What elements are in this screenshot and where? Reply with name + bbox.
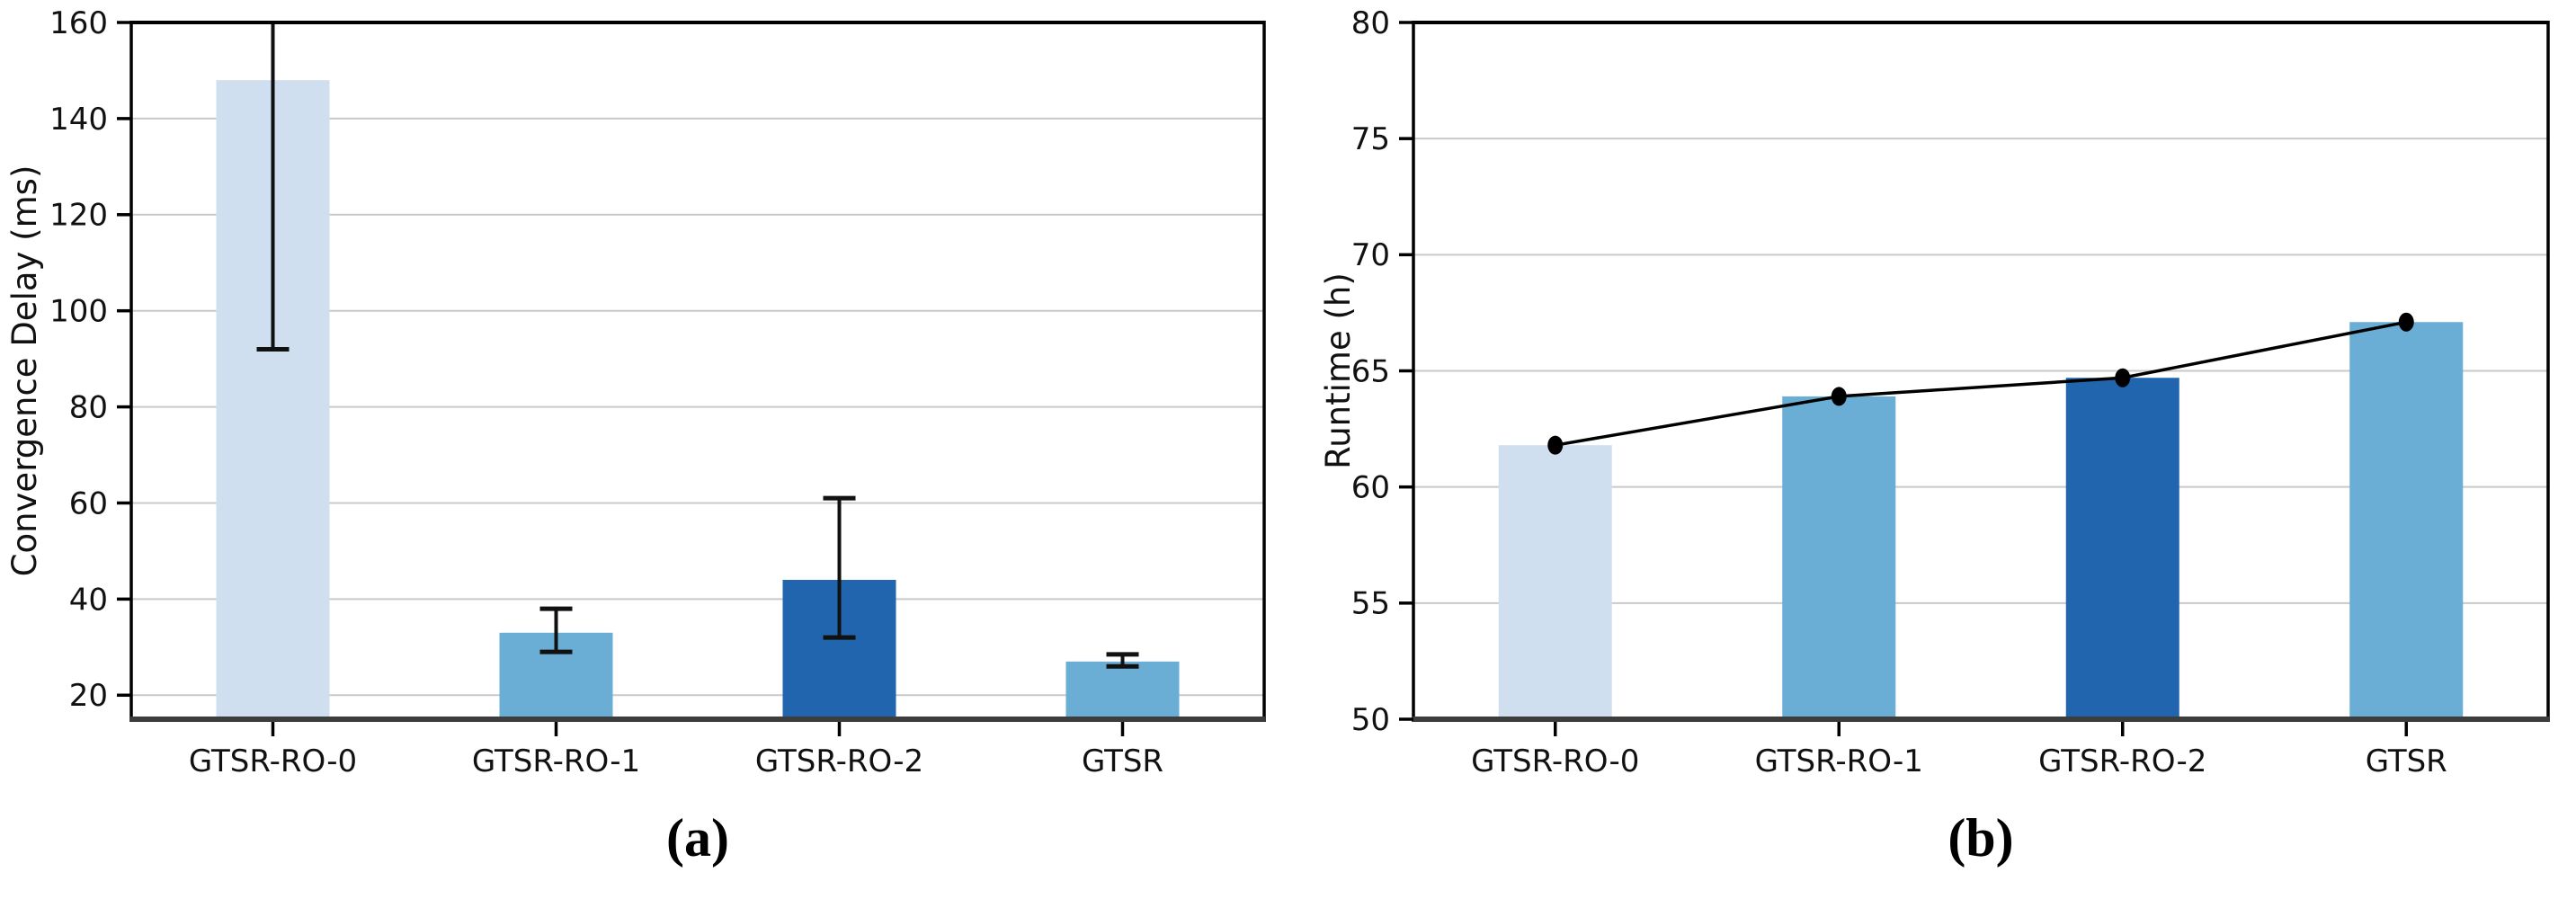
y-axis-label: Runtime (h) (1319, 272, 1358, 469)
runtime-chart: 50 55 60 65 70 75 80 GTSR-RO-0 GTSR-RO-1 GTSR-RO-… (1319, 5, 2550, 779)
y-tick-label: 80 (69, 389, 108, 425)
y-tick-label: 60 (1351, 470, 1390, 506)
trend-marker (2115, 368, 2131, 387)
trend-marker (2398, 312, 2414, 332)
y-tick-label: 70 (1351, 237, 1390, 273)
x-category-label: GTSR-RO-2 (2038, 743, 2206, 779)
panel-b-caption: (b) (1948, 808, 2014, 868)
y-tick-label: 65 (1351, 353, 1390, 389)
y-tick-label: 55 (1351, 586, 1390, 622)
x-category-label: GTSR (1082, 743, 1163, 779)
y-tick-label: 120 (49, 198, 108, 234)
y-tick-label: 60 (69, 485, 108, 521)
x-category-label: GTSR-RO-2 (755, 743, 923, 779)
x-category-label: GTSR-RO-1 (472, 743, 640, 779)
trend-line (1555, 320, 2407, 447)
y-tick-label: 160 (49, 5, 108, 41)
y-tick-label: 140 (49, 102, 108, 138)
y-tick-label: 20 (69, 678, 108, 714)
trend-marker (1831, 387, 1847, 406)
bar-GTSR-RO-1 (1782, 396, 1896, 719)
bar-GTSR-RO-0 (1498, 445, 1612, 719)
trend-marker (1547, 435, 1564, 455)
x-category-label: GTSR-RO-0 (189, 743, 357, 779)
bar-GTSR (1065, 661, 1180, 719)
panel-a-caption: (a) (666, 808, 729, 868)
y-tick-label: 80 (1351, 5, 1390, 41)
bar-GTSR (2349, 322, 2464, 719)
y-tick-label: 100 (49, 294, 108, 330)
x-category-label: GTSR-RO-0 (1471, 743, 1639, 779)
y-tick-label: 50 (1351, 702, 1390, 738)
x-category-label: GTSR (2366, 743, 2447, 779)
y-tick-label: 40 (69, 582, 108, 618)
y-tick-label: 75 (1351, 121, 1390, 157)
y-axis-label: Convergence Delay (ms) (5, 165, 44, 577)
x-category-label: GTSR-RO-1 (1755, 743, 1923, 779)
bar-GTSR-RO-2 (2065, 378, 2179, 719)
convergence-delay-chart: 20 40 60 80 100 120 140 160 GTSR-RO-0 GTSR-RO-1 GT… (5, 5, 1266, 779)
